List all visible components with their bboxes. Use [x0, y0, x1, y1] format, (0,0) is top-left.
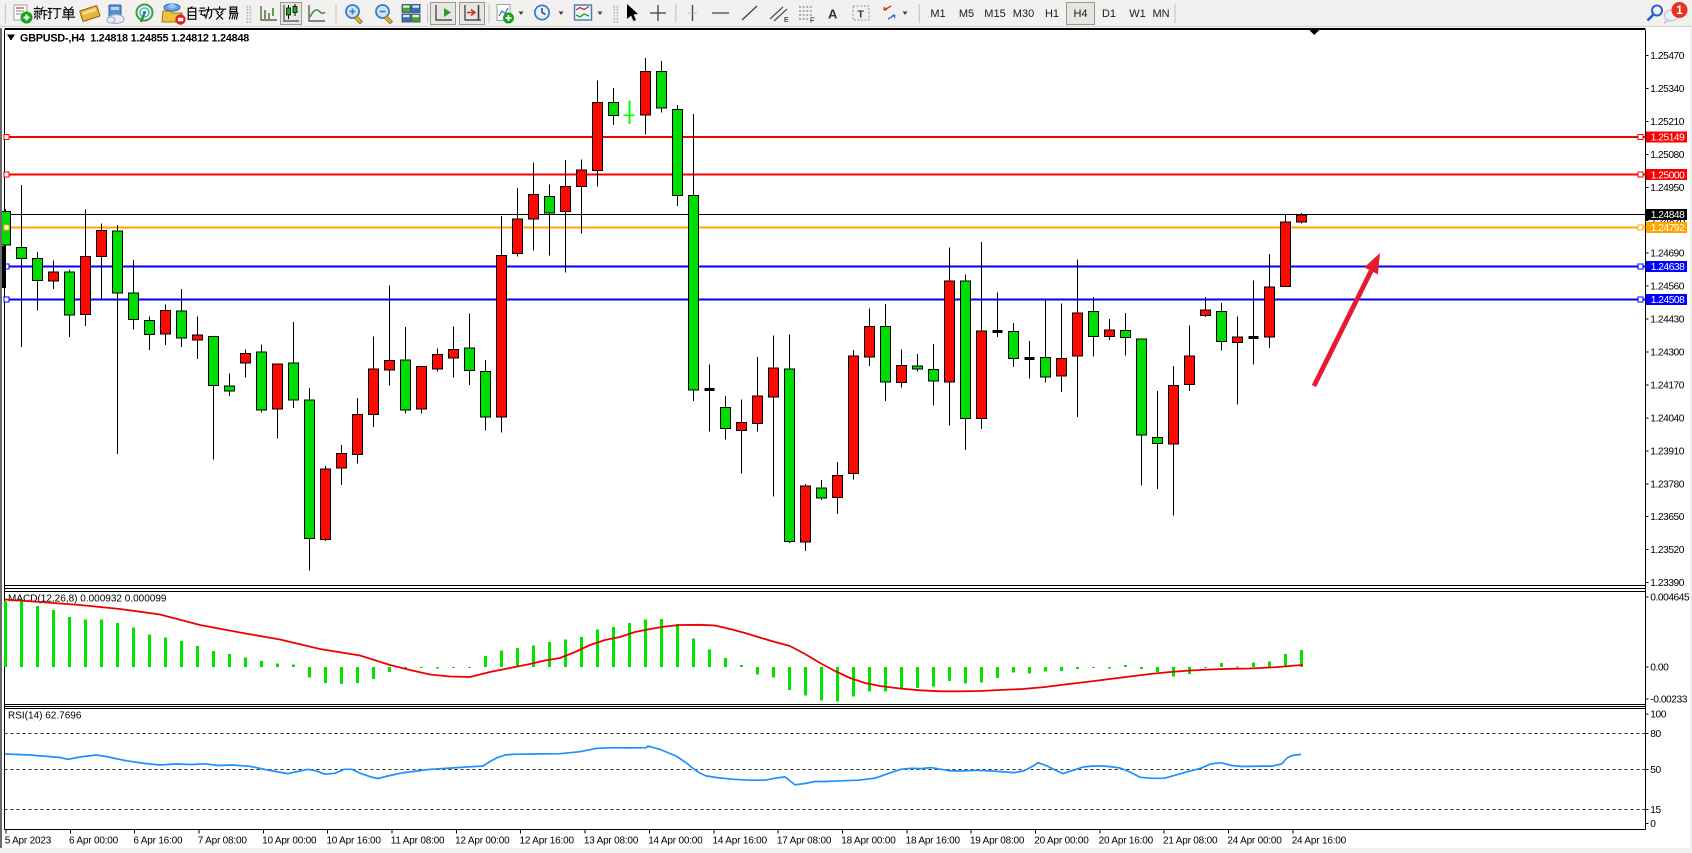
svg-text:W1: W1: [1129, 8, 1146, 20]
svg-text:1.24300: 1.24300: [1650, 348, 1684, 359]
svg-text:20 Apr 16:00: 20 Apr 16:00: [1099, 836, 1154, 847]
svg-text:1.24508: 1.24508: [1651, 295, 1685, 306]
svg-text:MACD(12,26,8) 0.000932 0.00009: MACD(12,26,8) 0.000932 0.000099: [8, 594, 167, 605]
svg-text:1.25340: 1.25340: [1650, 84, 1684, 95]
svg-text:50: 50: [1650, 765, 1661, 776]
svg-text:12 Apr 16:00: 12 Apr 16:00: [520, 836, 575, 847]
svg-text:1.25080: 1.25080: [1650, 150, 1684, 161]
svg-text:80: 80: [1650, 729, 1661, 740]
svg-text:1: 1: [1676, 3, 1683, 17]
svg-text:100: 100: [1650, 709, 1666, 720]
svg-text:12 Apr 00:00: 12 Apr 00:00: [455, 836, 510, 847]
svg-text:1.24430: 1.24430: [1650, 315, 1684, 326]
svg-text:1.24950: 1.24950: [1650, 183, 1684, 194]
svg-text:H4: H4: [1073, 8, 1087, 20]
svg-text:1.23650: 1.23650: [1650, 512, 1684, 523]
svg-text:1.24690: 1.24690: [1650, 249, 1684, 260]
svg-text:E: E: [784, 17, 789, 24]
svg-text:1.24848: 1.24848: [1651, 210, 1685, 221]
svg-text:1.23390: 1.23390: [1650, 578, 1684, 589]
svg-text:1.24638: 1.24638: [1651, 262, 1685, 273]
svg-text:M5: M5: [959, 8, 974, 20]
svg-text:18 Apr 00:00: 18 Apr 00:00: [841, 836, 896, 847]
svg-text:10 Apr 16:00: 10 Apr 16:00: [326, 836, 381, 847]
svg-text:7 Apr 08:00: 7 Apr 08:00: [198, 836, 248, 847]
svg-text:1.24040: 1.24040: [1650, 413, 1684, 424]
svg-text:6 Apr 16:00: 6 Apr 16:00: [133, 836, 183, 847]
svg-text:18 Apr 16:00: 18 Apr 16:00: [906, 836, 961, 847]
svg-text:1.24792: 1.24792: [1651, 223, 1685, 234]
svg-text:0.00: 0.00: [1650, 662, 1669, 673]
svg-text:11 Apr 08:00: 11 Apr 08:00: [391, 836, 445, 847]
svg-text:1.25470: 1.25470: [1650, 51, 1684, 62]
svg-text:T: T: [858, 9, 865, 21]
svg-text:24 Apr 00:00: 24 Apr 00:00: [1227, 836, 1282, 847]
svg-text:5 Apr 2023: 5 Apr 2023: [5, 836, 52, 847]
svg-text:A: A: [828, 7, 838, 22]
svg-text:F: F: [810, 18, 814, 25]
svg-text:17 Apr 08:00: 17 Apr 08:00: [777, 836, 832, 847]
svg-text:D1: D1: [1102, 8, 1116, 20]
svg-text:19 Apr 08:00: 19 Apr 08:00: [970, 836, 1025, 847]
svg-text:M1: M1: [930, 8, 945, 20]
svg-text:14 Apr 16:00: 14 Apr 16:00: [713, 836, 768, 847]
svg-text:1.24560: 1.24560: [1650, 282, 1684, 293]
svg-text:1.23780: 1.23780: [1650, 479, 1684, 490]
svg-text:0: 0: [1650, 819, 1656, 830]
svg-text:H1: H1: [1045, 8, 1059, 20]
svg-text:1.23910: 1.23910: [1650, 446, 1684, 457]
svg-text:RSI(14) 62.7696: RSI(14) 62.7696: [8, 711, 82, 722]
svg-text:14 Apr 00:00: 14 Apr 00:00: [648, 836, 703, 847]
svg-text:0.004645: 0.004645: [1650, 592, 1690, 603]
svg-text:MN: MN: [1152, 8, 1169, 20]
svg-text:1.24170: 1.24170: [1650, 380, 1684, 391]
svg-text:M15: M15: [984, 8, 1005, 20]
svg-text:M30: M30: [1013, 8, 1034, 20]
svg-text:1.25210: 1.25210: [1650, 117, 1684, 128]
svg-text:1.24820: 1.24820: [1651, 216, 1685, 227]
svg-text:21 Apr 08:00: 21 Apr 08:00: [1163, 836, 1218, 847]
svg-text:13 Apr 08:00: 13 Apr 08:00: [584, 836, 639, 847]
svg-text:1.25000: 1.25000: [1651, 170, 1685, 181]
svg-text:1.23520: 1.23520: [1650, 545, 1684, 556]
svg-text:10 Apr 00:00: 10 Apr 00:00: [262, 836, 317, 847]
svg-text:24 Apr 16:00: 24 Apr 16:00: [1292, 836, 1347, 847]
svg-text:6 Apr 00:00: 6 Apr 00:00: [69, 836, 119, 847]
svg-text:15: 15: [1650, 805, 1661, 816]
svg-text:GBPUSD-,H4 1.24818 1.24855 1.: GBPUSD-,H4 1.24818 1.24855 1.24812 1.248…: [20, 33, 249, 45]
svg-text:20 Apr 00:00: 20 Apr 00:00: [1034, 836, 1089, 847]
svg-text:-0.00233: -0.00233: [1650, 695, 1687, 706]
svg-text:1.25149: 1.25149: [1651, 133, 1685, 144]
